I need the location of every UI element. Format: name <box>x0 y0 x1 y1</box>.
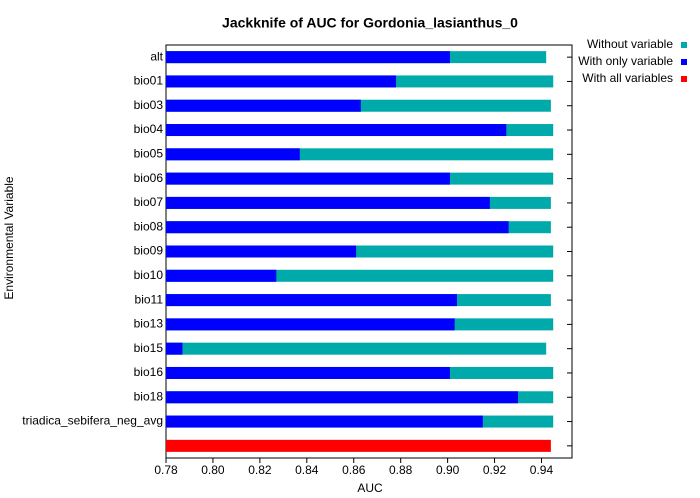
x-tick-label: 0.84 <box>295 463 319 477</box>
y-tick-label: bio04 <box>134 122 164 136</box>
y-tick-label: bio10 <box>134 268 164 282</box>
bar <box>166 172 450 185</box>
legend-swatch <box>681 42 687 48</box>
y-tick-label: alt <box>150 49 163 63</box>
y-tick-label: bio06 <box>134 171 164 185</box>
x-tick-label: 0.78 <box>154 463 178 477</box>
bar <box>166 221 509 234</box>
y-tick-label: triadica_sebifera_neg_avg <box>22 414 163 428</box>
x-tick-label: 0.90 <box>436 463 460 477</box>
y-axis-label: Environmental Variable <box>2 176 16 300</box>
bar <box>166 75 396 88</box>
x-tick-label: 0.94 <box>530 463 554 477</box>
y-tick-label: bio15 <box>134 341 164 355</box>
y-tick-label: bio11 <box>135 292 164 306</box>
bar <box>166 269 277 282</box>
legend-label: With all variables <box>582 71 673 85</box>
bar <box>166 366 450 379</box>
bar <box>166 196 490 209</box>
x-axis-label: AUC <box>357 481 383 495</box>
legend-swatch <box>681 59 687 65</box>
bar <box>166 391 519 404</box>
bar <box>166 342 547 355</box>
bar <box>166 294 458 307</box>
bar <box>166 342 183 355</box>
y-tick-label: bio08 <box>134 219 164 233</box>
legend-label: With only variable <box>578 54 673 68</box>
y-tick-label: bio01 <box>134 74 164 88</box>
legend-label: Without variable <box>587 37 673 51</box>
x-tick-label: 0.92 <box>483 463 507 477</box>
x-tick-label: 0.82 <box>248 463 272 477</box>
y-tick-label: bio16 <box>134 365 164 379</box>
bar <box>166 124 507 137</box>
chart-title: Jackknife of AUC for Gordonia_lasianthus… <box>222 15 518 31</box>
bar <box>166 439 551 452</box>
x-tick-label: 0.86 <box>342 463 366 477</box>
y-tick-label: bio03 <box>134 98 164 112</box>
x-tick-label: 0.88 <box>389 463 413 477</box>
bar <box>166 415 483 428</box>
bar <box>166 245 357 258</box>
legend-swatch <box>681 76 687 82</box>
x-tick-label: 0.80 <box>201 463 225 477</box>
y-tick-label: bio05 <box>134 146 164 160</box>
bar <box>166 148 300 161</box>
bar <box>166 51 450 64</box>
bar <box>166 99 361 112</box>
y-tick-label: bio09 <box>134 244 164 258</box>
y-tick-label: bio13 <box>134 317 164 331</box>
y-tick-label: bio18 <box>134 389 164 403</box>
y-tick-label: bio07 <box>134 195 164 209</box>
bar <box>166 318 455 331</box>
